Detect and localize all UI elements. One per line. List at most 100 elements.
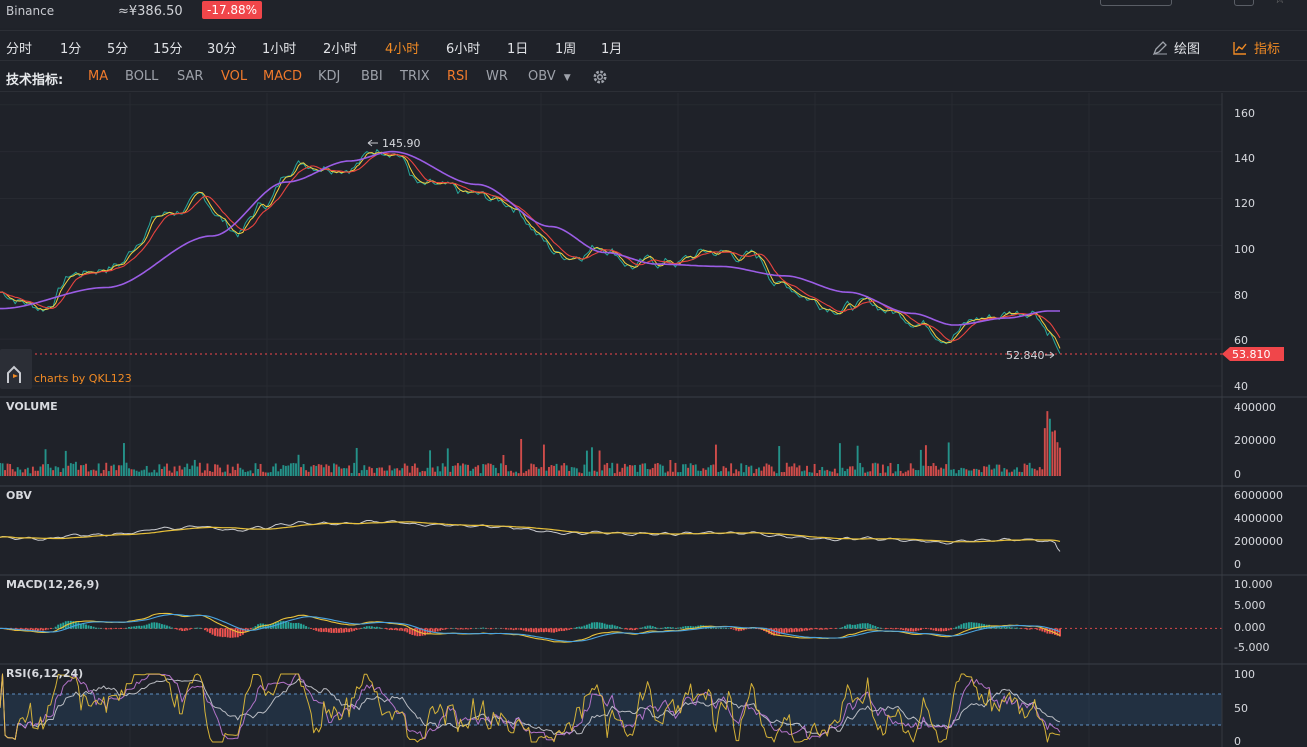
- indicator-obv[interactable]: OBV ▼: [528, 69, 571, 84]
- indicator-wr[interactable]: WR: [486, 69, 508, 84]
- macd-hist-bar: [950, 628, 953, 630]
- macd-hist-bar: [246, 628, 249, 631]
- macd-tick: -5.000: [1234, 641, 1269, 654]
- macd-hist-bar: [654, 626, 657, 629]
- interval-1d[interactable]: 1日: [507, 42, 529, 57]
- volume-bar: [689, 463, 692, 476]
- fullscreen-icon[interactable]: [1234, 0, 1254, 6]
- gear-icon[interactable]: [591, 68, 609, 86]
- indicator-kdj[interactable]: KDJ: [318, 69, 341, 84]
- macd-hist-bar: [927, 628, 930, 630]
- volume-bar: [750, 465, 753, 476]
- volume-bar: [828, 471, 831, 476]
- interval-1w[interactable]: 1周: [555, 42, 577, 57]
- interval-30m[interactable]: 30分: [207, 42, 237, 57]
- volume-bar: [143, 469, 146, 476]
- volume-bar: [95, 470, 98, 476]
- volume-bar: [282, 465, 285, 476]
- volume-tick: 0: [1234, 468, 1241, 481]
- volume-bar: [1048, 418, 1051, 476]
- rsi-tick: 100: [1234, 668, 1255, 681]
- macd-hist-bar: [651, 626, 654, 629]
- macd-hist-bar: [583, 625, 586, 629]
- kline-chart[interactable]: 160 140 120 100 80 60 40 400000 200000 0…: [0, 93, 1307, 747]
- volume-bar: [332, 463, 335, 476]
- interval-6h[interactable]: 6小时: [446, 42, 481, 57]
- volume-bar: [530, 463, 533, 476]
- star-icon[interactable]: ☆: [1274, 0, 1292, 7]
- volume-bar: [411, 466, 414, 476]
- macd-hist-bar: [892, 628, 894, 630]
- volume-bar: [254, 463, 257, 476]
- macd-hist-bar: [335, 628, 338, 633]
- volume-bar: [499, 463, 502, 476]
- obv-panel-label: OBV: [6, 489, 32, 502]
- indicator-boll[interactable]: BOLL: [125, 69, 159, 84]
- macd-hist-bar: [636, 628, 639, 630]
- volume-bar: [444, 466, 447, 476]
- draw-tool-button[interactable]: 绘图: [1152, 38, 1200, 57]
- macd-hist-bar: [846, 624, 849, 629]
- volume-bar: [289, 463, 292, 476]
- interval-2h[interactable]: 2小时: [323, 42, 358, 57]
- interval-1m[interactable]: 1分: [60, 42, 82, 57]
- macd-hist-bar: [47, 628, 50, 630]
- volume-bar: [398, 470, 401, 476]
- indicator-sar[interactable]: SAR: [177, 69, 204, 84]
- indicator-ma[interactable]: MA: [88, 69, 109, 84]
- interval-1h[interactable]: 1小时: [262, 42, 297, 57]
- interval-5m[interactable]: 5分: [107, 42, 129, 57]
- interval-4h[interactable]: 4小时: [385, 42, 420, 57]
- volume-bar: [967, 470, 970, 476]
- macd-hist-bar: [97, 627, 100, 629]
- volume-bar: [942, 468, 945, 476]
- volume-bar: [687, 467, 690, 476]
- macd-panel-label: MACD(12,26,9): [6, 578, 99, 591]
- macd-dea-line: [0, 613, 1061, 643]
- macd-hist-bar: [555, 628, 558, 632]
- macd-hist-bar: [644, 626, 647, 629]
- macd-hist-bar: [198, 627, 201, 629]
- interval-1M[interactable]: 1月: [601, 42, 623, 57]
- volume-bar: [737, 471, 740, 476]
- indicator-bbi[interactable]: BBI: [361, 69, 383, 84]
- volume-bar: [419, 472, 421, 476]
- volume-bar: [785, 462, 788, 476]
- macd-hist-bar: [907, 628, 910, 632]
- volume-bar: [441, 463, 444, 476]
- volume-bar: [1033, 468, 1036, 476]
- volume-bar: [302, 464, 305, 476]
- volume-bar: [375, 468, 378, 476]
- volume-bar: [388, 465, 391, 476]
- volume-bar: [62, 468, 65, 476]
- macd-hist-bar: [408, 628, 411, 635]
- volume-bar: [120, 465, 123, 476]
- macd-hist-bar: [386, 628, 389, 630]
- interval-15m[interactable]: 15分: [153, 42, 183, 57]
- macd-hist-bar: [823, 628, 826, 630]
- indicator-vol[interactable]: VOL: [221, 69, 248, 84]
- low-price-label: 52.840: [1006, 349, 1045, 362]
- volume-bar: [82, 465, 85, 476]
- indicator-trix[interactable]: TRIX: [400, 69, 430, 84]
- settings-button[interactable]: [1100, 0, 1172, 6]
- indicator-macd[interactable]: MACD: [263, 69, 302, 84]
- macd-hist-bar: [798, 628, 801, 632]
- macd-hist-bar: [932, 628, 935, 631]
- macd-hist-bar: [327, 628, 330, 633]
- macd-tick: 0.000: [1234, 621, 1266, 634]
- macd-hist-bar: [381, 627, 383, 629]
- macd-hist-bar: [44, 628, 47, 631]
- volume-bar: [219, 467, 222, 476]
- volume-bar: [211, 471, 214, 476]
- interval-fenshi[interactable]: 分时: [6, 42, 33, 57]
- macd-hist-bar: [338, 628, 340, 633]
- volume-bar: [962, 468, 965, 476]
- indicator-button[interactable]: 指标: [1232, 38, 1280, 57]
- macd-hist-bar: [411, 628, 414, 635]
- volume-bar: [914, 470, 917, 476]
- macd-hist-bar: [542, 628, 545, 633]
- volume-bar: [980, 472, 983, 476]
- indicator-rsi[interactable]: RSI: [447, 69, 469, 84]
- volume-bar: [535, 466, 538, 476]
